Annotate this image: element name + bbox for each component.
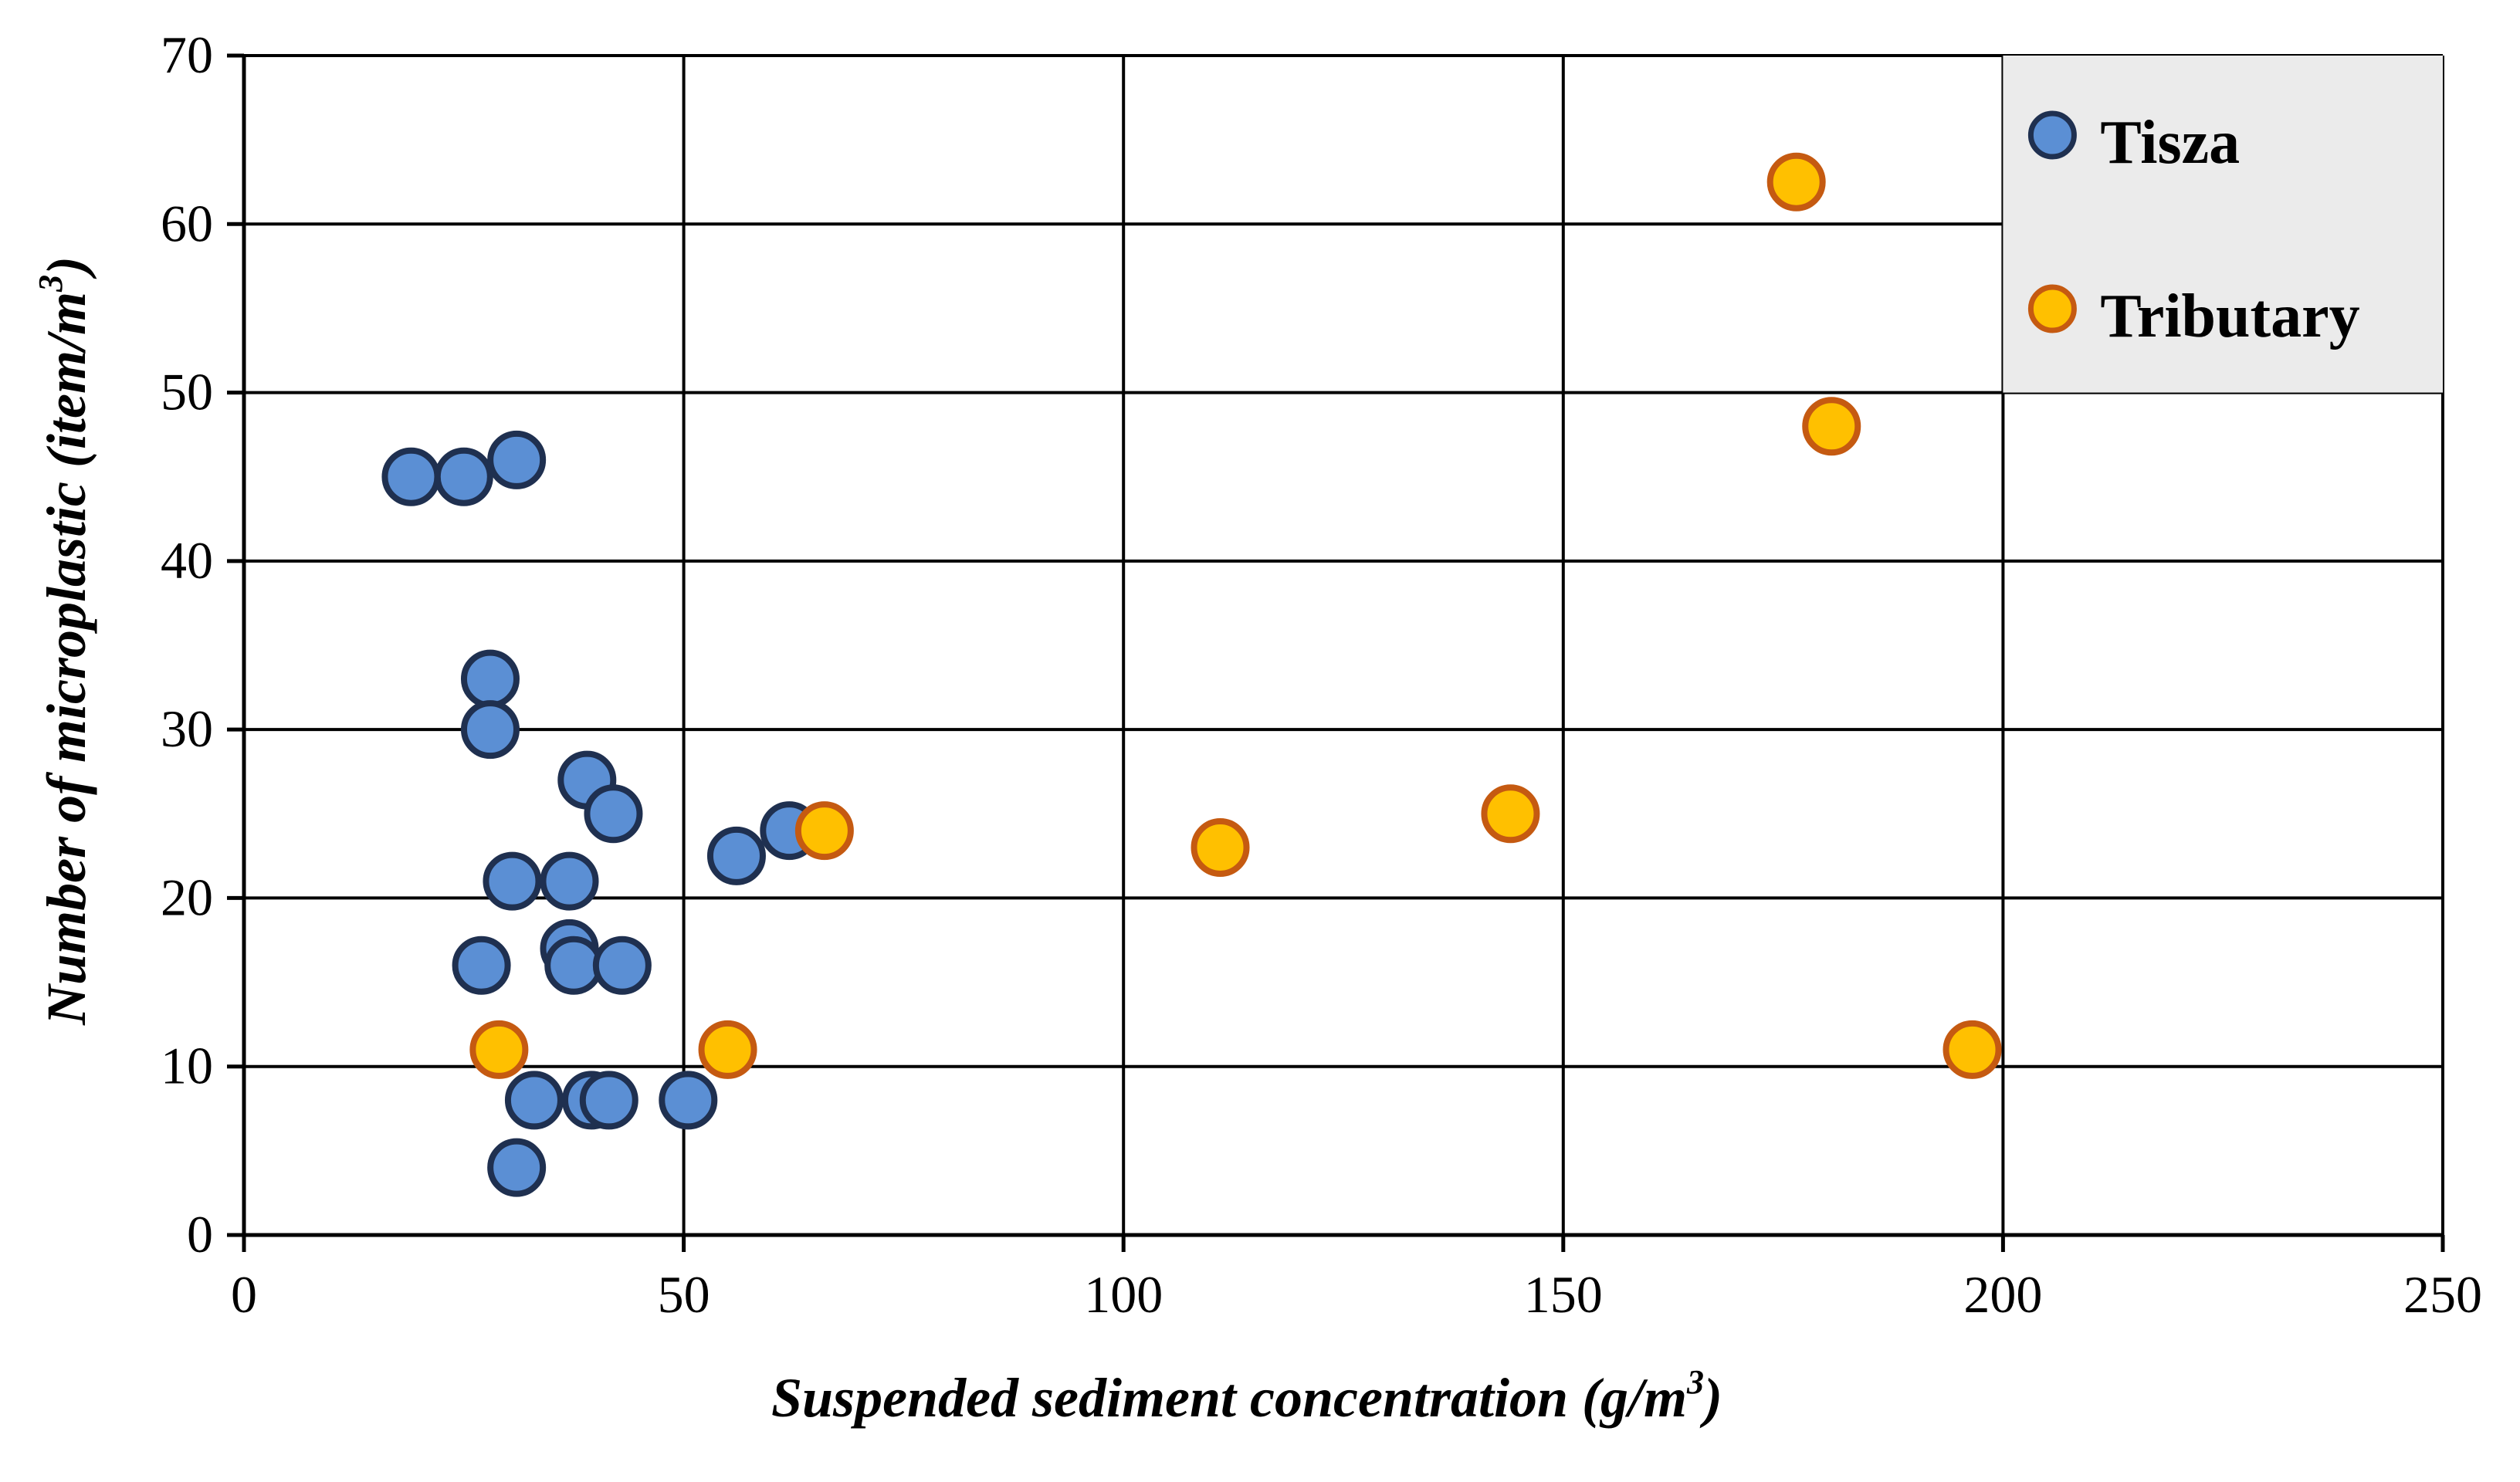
tisza-point-13 — [706, 826, 766, 885]
tisza-point-2 — [487, 430, 547, 489]
tisza-point-6 — [584, 784, 643, 844]
legend-label-tisza: Tisza — [2100, 109, 2240, 177]
tisza-point-18 — [659, 1071, 718, 1130]
y-axis-title-text: Number of microplastic (item/m — [36, 292, 97, 1026]
tisza-point-12 — [592, 936, 652, 995]
y-tick-label-20: 20 — [161, 868, 213, 926]
legend-background — [2003, 56, 2443, 393]
axes — [227, 53, 2445, 1252]
tisza-point-0 — [381, 447, 441, 506]
x-tick-label-200: 200 — [1963, 1265, 2042, 1324]
tisza-point-17 — [579, 1071, 638, 1130]
y-tick-label-0: 0 — [187, 1205, 213, 1264]
tributary-point-4 — [1481, 784, 1540, 844]
y-axis-title: Number of microplastic (item/m3) — [32, 256, 97, 1026]
tributary-point-0 — [469, 1020, 529, 1079]
legend-box — [2003, 56, 2443, 393]
y-tick-label-60: 60 — [161, 194, 213, 252]
series-tributary — [469, 152, 2002, 1079]
y-tick-label-50: 50 — [161, 363, 213, 421]
tributary-point-6 — [1802, 397, 1861, 456]
tributary-point-2 — [794, 801, 854, 861]
tributary-point-1 — [698, 1020, 757, 1079]
tributary-point-3 — [1191, 817, 1250, 877]
tisza-point-7 — [483, 851, 542, 911]
tisza-point-1 — [434, 447, 493, 506]
tisza-point-4 — [460, 700, 520, 760]
x-axis-title-sup: 3 — [1686, 1363, 1704, 1401]
legend-label-tributary: Tributary — [2100, 283, 2359, 350]
data-points — [381, 152, 2002, 1197]
tisza-point-11 — [544, 936, 604, 995]
x-tick-label-150: 150 — [1524, 1265, 1603, 1324]
tick-labels: 0 50 100 150 200 250 0 10 20 30 40 50 60 70 — [161, 25, 2482, 1324]
y-tick-label-40: 40 — [161, 531, 213, 590]
y-tick-label-70: 70 — [161, 25, 213, 84]
legend-marker-tributary — [2027, 284, 2077, 333]
tisza-point-8 — [540, 851, 599, 911]
tisza-point-19 — [487, 1138, 547, 1197]
legend-marker-tisza — [2027, 110, 2077, 160]
tisza-point-9 — [452, 936, 511, 995]
x-tick-label-0: 0 — [231, 1265, 257, 1324]
y-tick-label-10: 10 — [161, 1037, 213, 1095]
legend: Tisza Tributary — [2027, 109, 2360, 350]
tributary-point-5 — [1766, 152, 1826, 211]
x-tick-label-100: 100 — [1084, 1265, 1163, 1324]
y-tick-label-30: 30 — [161, 699, 213, 758]
y-axis-title-sup: 3 — [32, 275, 69, 293]
tisza-point-15 — [504, 1071, 564, 1130]
x-tick-label-250: 250 — [2403, 1265, 2482, 1324]
tributary-point-7 — [1942, 1020, 2002, 1079]
series-tisza — [381, 430, 819, 1197]
tisza-point-3 — [460, 649, 520, 709]
x-axis-title-text: Suspended sediment concentration (g/m — [771, 1367, 1687, 1429]
x-axis-title: Suspended sediment concentration (g/m3) — [771, 1363, 1722, 1429]
x-tick-label-50: 50 — [658, 1265, 710, 1324]
